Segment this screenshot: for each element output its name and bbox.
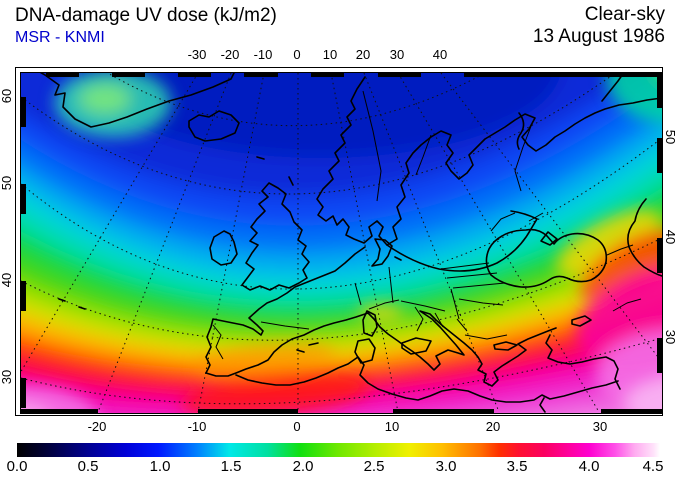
lon-tick-bottom: -10: [187, 419, 207, 434]
colorbar: [17, 443, 660, 457]
coast-crete: [493, 341, 518, 351]
colorbar-label: 1.0: [149, 458, 171, 475]
coast-sardinia: [354, 338, 376, 364]
coast-corsica: [362, 310, 378, 337]
colorbar-label: 4.0: [578, 458, 600, 475]
lon-tick-bottom: 10: [384, 419, 400, 434]
colorbar-label: 0.5: [77, 458, 99, 475]
coast-sicily: [401, 337, 432, 355]
lat-tick-right: 50: [663, 129, 678, 145]
lon-tick-top: 10: [322, 47, 338, 62]
colorbar-label: 1.5: [220, 458, 242, 475]
lon-tick-bottom: -20: [87, 419, 107, 434]
colorbar-label: 3.5: [506, 458, 528, 475]
lon-tick-top: -10: [253, 47, 273, 62]
coast-scandinavia: [316, 76, 662, 246]
coast-ireland: [209, 230, 238, 266]
page-title: DNA-damage UV dose (kJ/m2): [15, 5, 277, 26]
coast-baltic: [386, 218, 538, 272]
colorbar-label: 4.5: [642, 458, 664, 475]
source-label: MSR - KNMI: [15, 29, 105, 46]
graticule: [21, 73, 662, 413]
coast-greenland: [39, 73, 235, 128]
colorbar-label: 0.0: [6, 458, 28, 475]
lat-tick-right: 30: [663, 329, 678, 345]
lon-tick-top: -20: [220, 47, 240, 62]
lat-tick-left: 30: [0, 369, 14, 385]
uv-dose-map: [21, 73, 662, 413]
colorbar-label: 2.5: [363, 458, 385, 475]
lon-tick-top: -30: [187, 47, 207, 62]
lon-tick-bottom: 0: [293, 419, 301, 434]
coast-cyprus: [571, 315, 592, 327]
coast-black-sea: [485, 228, 608, 288]
lat-tick-left: 60: [0, 88, 14, 104]
coastlines: [39, 73, 662, 413]
lon-tick-bottom: 20: [485, 419, 501, 434]
coast-iceland: [188, 110, 240, 142]
lon-tick-top: 30: [389, 47, 405, 62]
colorbar-label: 2.0: [292, 458, 314, 475]
coast-denmark: [371, 238, 393, 267]
coast-caspian: [627, 198, 662, 277]
map-canvas: [20, 72, 663, 414]
coast-turkey-west: [545, 334, 621, 390]
lon-tick-top: 0: [293, 47, 301, 62]
lon-tick-bottom: 30: [592, 419, 608, 434]
dose-field: [21, 73, 662, 413]
colorbar-label: 3.0: [435, 458, 457, 475]
coast-britain: [241, 182, 310, 291]
lon-tick-top: 20: [355, 47, 371, 62]
coast-west-europe: [205, 246, 557, 387]
nile-river: [539, 397, 546, 413]
date-label: 13 August 1986: [532, 26, 665, 47]
lon-tick-top: 40: [432, 47, 448, 62]
lat-tick-right: 40: [663, 229, 678, 245]
lat-tick-left: 40: [0, 272, 14, 288]
lat-tick-left: 50: [0, 175, 14, 191]
country-borders: [212, 90, 642, 360]
frame-tick-bars: [21, 73, 662, 413]
condition-label: Clear-sky: [584, 4, 665, 25]
coast-north-africa: [235, 356, 619, 403]
